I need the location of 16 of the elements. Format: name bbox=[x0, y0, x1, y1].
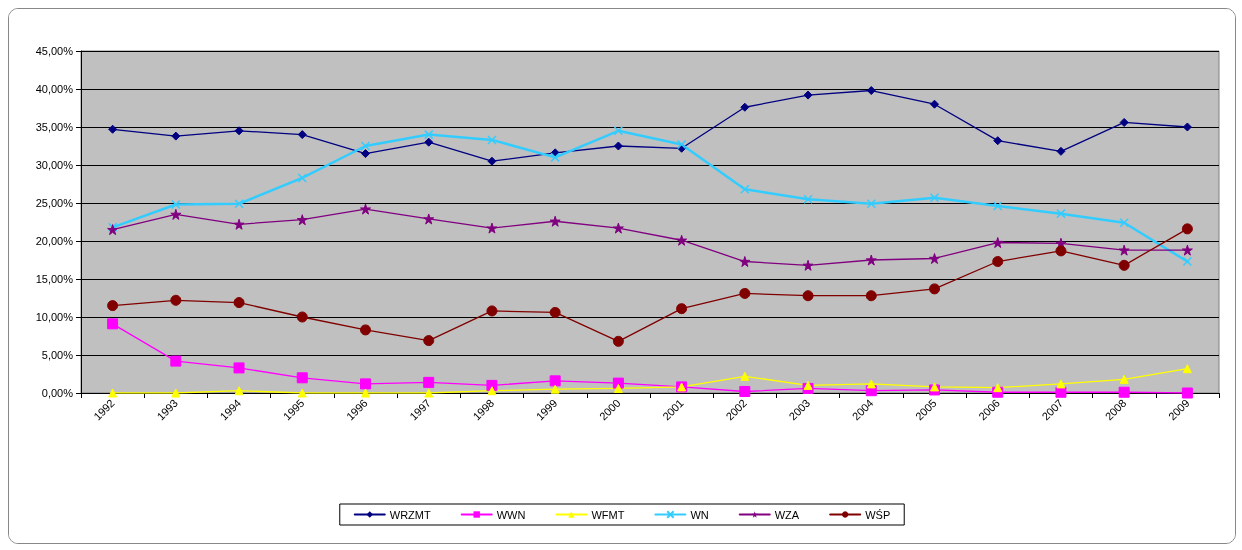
legend-label: WFMT bbox=[591, 508, 625, 521]
legend-label: WN bbox=[690, 508, 709, 521]
y-tick-label: 20,00% bbox=[35, 235, 74, 247]
y-tick-label: 40,00% bbox=[35, 83, 74, 95]
y-tick-label: 10,00% bbox=[35, 311, 74, 323]
y-tick-label: 5,00% bbox=[41, 349, 74, 361]
legend-label: WŚP bbox=[865, 508, 891, 521]
y-tick-label: 0,00% bbox=[41, 387, 74, 399]
y-tick-label: 15,00% bbox=[35, 273, 74, 285]
y-tick-label: 45,00% bbox=[35, 45, 74, 57]
y-tick-label: 35,00% bbox=[35, 121, 74, 133]
legend-label: WRZMT bbox=[389, 508, 431, 521]
y-tick-label: 30,00% bbox=[35, 159, 74, 171]
y-tick-label: 25,00% bbox=[35, 197, 74, 209]
legend-label: WZA bbox=[774, 508, 800, 521]
legend-label: WWN bbox=[496, 508, 526, 521]
